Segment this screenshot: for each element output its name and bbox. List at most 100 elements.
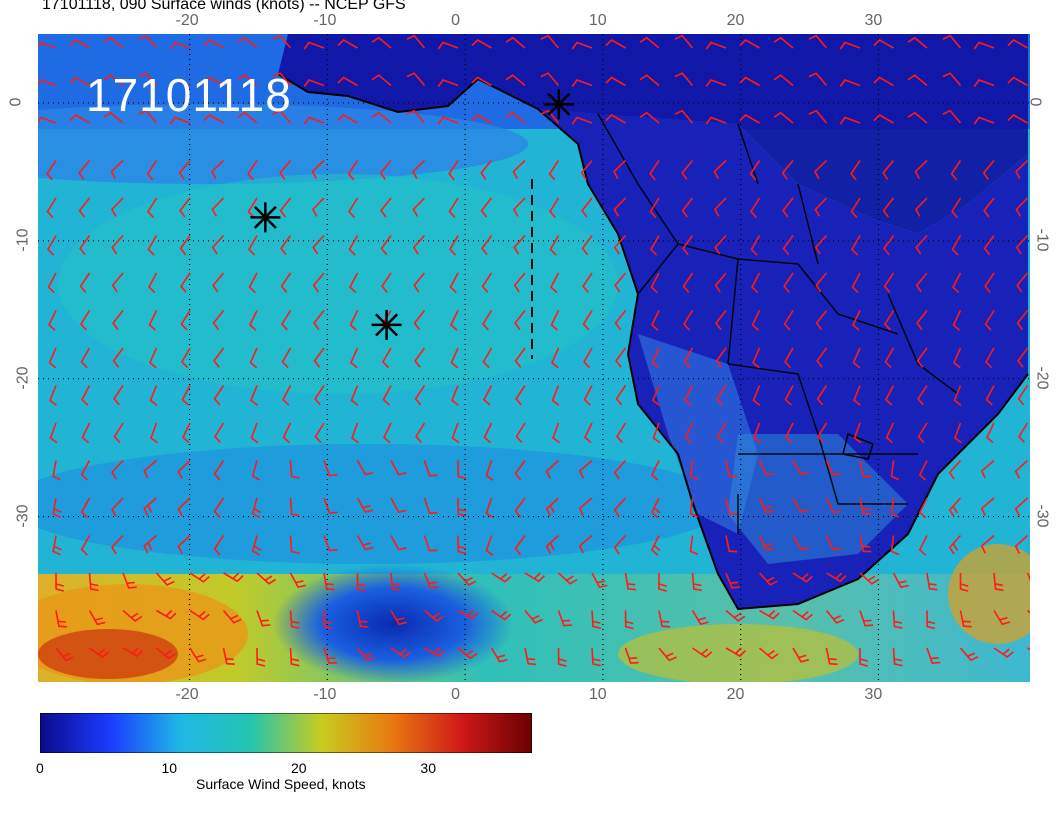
wind-barb [111, 534, 124, 555]
wind-barb [639, 36, 660, 49]
wind-barb [950, 197, 962, 219]
wind-barb [111, 459, 124, 480]
wind-barb [784, 385, 794, 406]
wind-barb [148, 310, 158, 331]
wind-barb [808, 72, 828, 87]
wind-barb [973, 79, 995, 87]
wind-barb [751, 310, 761, 331]
wind-barb [759, 609, 780, 620]
wind-barb [705, 41, 727, 50]
wind-barb [953, 347, 962, 369]
wind-barb [337, 76, 358, 87]
wind-map-canvas [0, 34, 1048, 684]
wind-barb [650, 272, 660, 294]
wind-barb [312, 272, 325, 293]
wind-barb [505, 74, 526, 87]
coastline [277, 73, 1029, 611]
wind-barb [689, 497, 699, 518]
wind-barb [203, 76, 224, 87]
wind-barb [650, 460, 660, 481]
wind-barb [980, 459, 995, 479]
colorbar-tick-label: 0 [36, 760, 44, 776]
wind-barb [382, 385, 392, 406]
wind-barb [950, 160, 962, 181]
wind-barb [383, 422, 392, 444]
wind-barb [650, 535, 661, 556]
wind-barb [49, 422, 58, 444]
wind-barb [356, 460, 374, 476]
wind-barb [948, 497, 962, 518]
wind-barb [249, 347, 258, 369]
wind-barb [451, 385, 459, 406]
wind-barb [52, 497, 62, 518]
colorbar-tick-label: 10 [161, 760, 178, 776]
wind-barb [406, 72, 426, 87]
wind-barb [816, 385, 828, 406]
wind-barb [550, 272, 560, 294]
wind-barb [323, 647, 338, 665]
wind-barb [55, 647, 74, 662]
wind-barb [859, 535, 872, 553]
wind-barb [713, 197, 727, 217]
wind-barb [491, 609, 512, 621]
wind-barb [212, 310, 225, 330]
wind-barb [583, 385, 593, 406]
wind-barb [615, 422, 627, 444]
wind-barb [850, 197, 861, 219]
wind-barb [883, 235, 895, 256]
wind-barb [993, 572, 1004, 592]
wind-barb [513, 234, 526, 255]
wind-barb [481, 272, 493, 293]
wind-barb [682, 272, 694, 293]
wind-barb [614, 272, 627, 293]
wind-barb [948, 534, 962, 555]
wind-barb [323, 572, 335, 591]
wind-barb [483, 422, 493, 444]
wind-barb [852, 347, 861, 369]
wind-barb [515, 385, 526, 406]
wind-barb [581, 197, 593, 218]
wind-barb [852, 310, 861, 331]
wind-barb [781, 159, 794, 180]
wind-barb [548, 197, 560, 219]
wind-barb [289, 535, 300, 554]
wind-barb [512, 197, 526, 217]
wind-barb [557, 647, 567, 667]
wind-barb [350, 347, 359, 369]
wind-map[interactable]: 17101118 [0, 34, 1048, 684]
wind-barb [890, 535, 900, 556]
wind-barb [550, 310, 560, 331]
country-borders [597, 113, 959, 534]
wind-barb [1017, 385, 1029, 406]
wind-barb [289, 610, 300, 629]
wind-barb [515, 422, 526, 444]
wind-barb [783, 310, 794, 331]
wind-barb [450, 347, 459, 369]
wind-barb [351, 422, 359, 444]
wind-barb [256, 647, 266, 667]
wind-barb [959, 610, 972, 628]
wind-barb [682, 310, 694, 331]
wind-barb [143, 534, 158, 554]
wind-barb [716, 422, 727, 444]
wind-barb [792, 535, 809, 551]
wind-barb [825, 609, 845, 624]
wind-barb [48, 310, 57, 331]
wind-barb [658, 610, 671, 628]
wind-barb [926, 647, 941, 664]
wind-barb [984, 310, 995, 331]
wind-barb [424, 647, 445, 658]
wind-barb [457, 535, 467, 555]
wind-barb [514, 535, 526, 556]
wind-barb [471, 76, 492, 87]
wind-barb [825, 647, 838, 666]
wind-barb [915, 234, 928, 255]
colorbar-tick-label: 20 [290, 760, 307, 776]
wind-barb [548, 160, 560, 181]
wind-barb [211, 234, 225, 255]
wind-barb [892, 572, 909, 589]
wind-barb [289, 497, 300, 517]
wind-barb [179, 235, 191, 256]
wind-barb [80, 535, 91, 556]
wind-barb [381, 272, 392, 293]
